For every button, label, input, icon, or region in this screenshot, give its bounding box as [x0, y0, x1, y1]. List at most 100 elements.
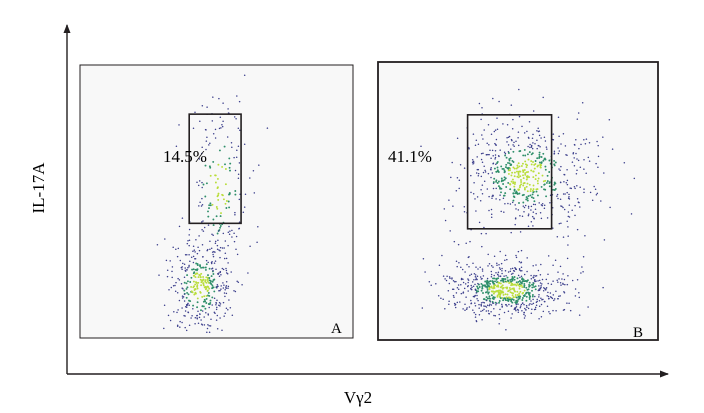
data-point [540, 217, 543, 220]
data-point [233, 240, 236, 243]
data-point [513, 145, 515, 148]
data-point [472, 160, 475, 163]
data-point [475, 320, 478, 322]
data-point [489, 149, 491, 152]
data-point [188, 244, 190, 247]
data-point [464, 283, 467, 285]
data-point [171, 266, 174, 268]
panel-b-letter: B [633, 325, 643, 341]
data-point [222, 232, 225, 235]
data-point [546, 180, 549, 183]
data-point [528, 183, 531, 186]
data-point [523, 206, 526, 209]
data-point [563, 278, 566, 281]
data-point [202, 282, 205, 285]
data-point [474, 283, 476, 286]
data-point [532, 197, 535, 200]
data-point [554, 161, 557, 164]
data-point [479, 276, 482, 278]
data-point [517, 209, 520, 211]
data-point [568, 195, 570, 198]
data-point [504, 152, 507, 155]
data-point [499, 295, 501, 298]
data-point [200, 309, 202, 312]
data-point [608, 119, 611, 121]
data-point [534, 174, 537, 177]
data-point [536, 147, 538, 150]
data-point [203, 295, 206, 298]
data-point [470, 284, 472, 287]
data-point [178, 299, 181, 302]
data-point [203, 316, 205, 318]
data-point [523, 284, 526, 287]
data-point [527, 145, 529, 148]
data-point [571, 209, 573, 212]
data-point [197, 322, 200, 324]
data-point [206, 289, 209, 292]
data-point [530, 160, 533, 163]
data-point [510, 231, 512, 234]
data-point [503, 151, 506, 154]
data-point [204, 268, 207, 271]
data-point [511, 294, 514, 297]
data-point [227, 231, 230, 233]
data-point [507, 202, 509, 205]
data-point [580, 272, 582, 274]
data-point [219, 256, 221, 259]
data-point [192, 255, 195, 258]
data-point [209, 142, 211, 144]
data-point [238, 162, 241, 164]
data-point [521, 286, 524, 289]
data-point [531, 283, 533, 286]
data-point [483, 165, 485, 167]
data-point [579, 186, 581, 188]
data-point [587, 156, 590, 159]
data-point [211, 203, 214, 206]
data-point [528, 304, 530, 306]
data-point [455, 189, 458, 192]
data-point [178, 279, 181, 281]
data-point [566, 257, 569, 260]
data-point [209, 299, 212, 302]
data-point [198, 158, 201, 160]
data-point [499, 194, 501, 196]
data-point [480, 152, 483, 155]
data-point [483, 226, 485, 229]
data-point [531, 289, 533, 292]
data-point [630, 213, 633, 215]
data-point [475, 278, 477, 281]
data-point [566, 183, 569, 186]
data-point [587, 306, 589, 308]
data-point [473, 296, 476, 298]
data-point [521, 299, 524, 301]
data-point [213, 290, 216, 293]
data-point [515, 140, 517, 142]
data-point [507, 161, 509, 164]
data-point [480, 189, 482, 191]
data-point [443, 208, 446, 210]
data-point [480, 282, 483, 285]
data-point [498, 323, 500, 325]
data-point [581, 266, 583, 268]
data-point [512, 296, 515, 299]
data-point [548, 311, 550, 313]
data-point [227, 308, 229, 311]
data-point [508, 162, 511, 165]
data-point [481, 309, 484, 312]
data-point [183, 263, 186, 266]
data-point [594, 188, 597, 190]
data-point [491, 290, 494, 293]
data-point [522, 177, 525, 180]
data-point [609, 206, 611, 209]
data-point [540, 263, 542, 266]
data-point [539, 166, 542, 169]
data-point [537, 269, 540, 272]
data-point [200, 152, 203, 155]
data-point [223, 292, 226, 294]
data-point [487, 285, 490, 287]
data-point [199, 264, 201, 267]
data-point [451, 161, 453, 164]
data-point [205, 281, 208, 284]
data-point [487, 253, 489, 256]
data-point [486, 285, 489, 288]
